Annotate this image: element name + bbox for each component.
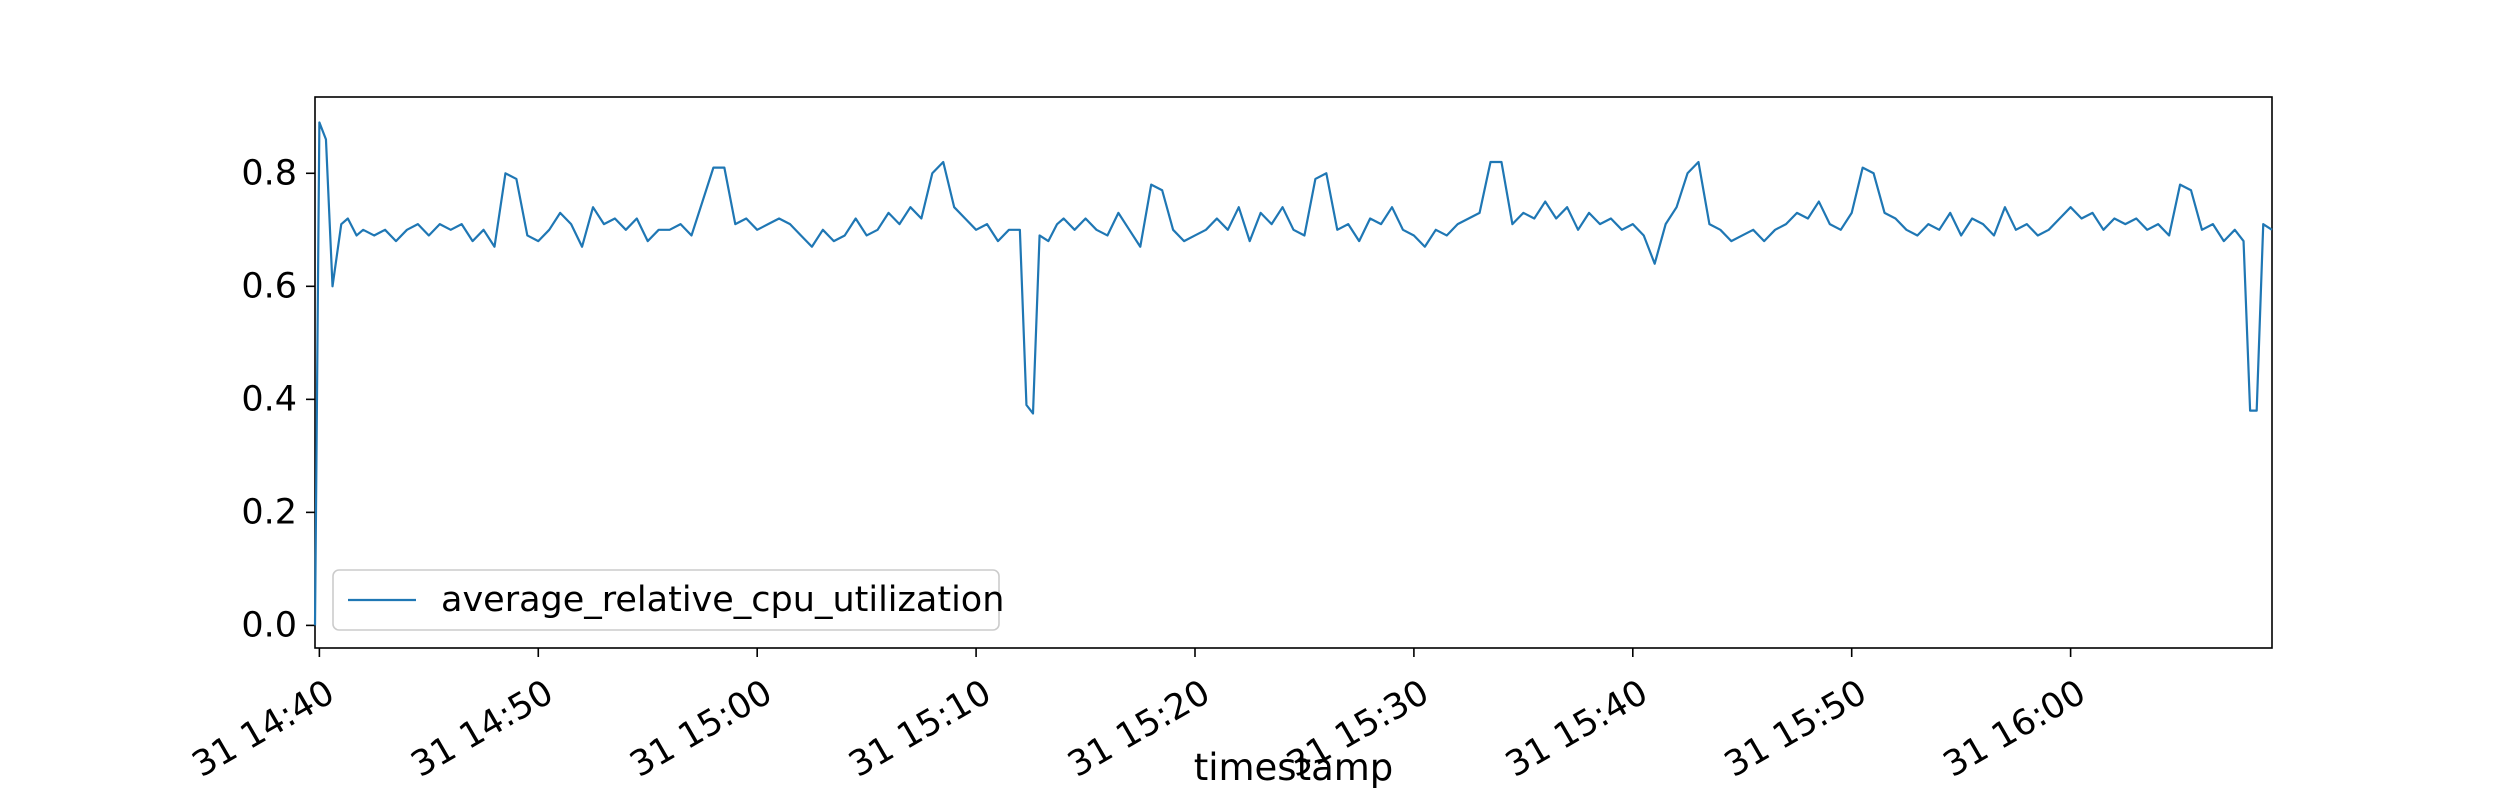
x-tick-label: 31 14:50 [405,673,561,786]
x-tick-label: 31 15:50 [1718,673,1874,786]
y-tick-label: 0.6 [241,266,297,306]
y-tick-label: 0.8 [241,153,297,193]
chart-layer: 0.0 0.2 0.4 0.6 0.8 31 14:40 31 14:50 31 15:00 3… [186,96,2273,789]
x-tick-label: 31 15:10 [842,673,998,786]
x-tick-label: 31 16:00 [1937,673,2093,786]
x-axis-label: timestamp [1194,746,1394,789]
x-tick-label: 31 15:00 [624,673,780,786]
x-tick-label: 31 15:40 [1499,673,1655,786]
y-tick-label: 0.0 [241,605,297,645]
x-tick-label: 31 14:40 [186,673,342,786]
series-line-0 [313,121,2273,626]
plot-area-frame [314,96,2273,649]
legend-box [332,569,1000,631]
y-tick-label: 0.2 [241,492,297,532]
y-tick-label: 0.4 [241,379,297,419]
legend-label: average_relative_cpu_utilization [441,580,1004,620]
